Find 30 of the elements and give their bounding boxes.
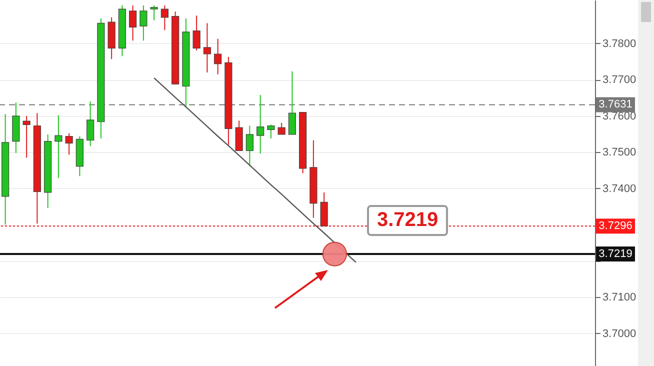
- y-tick-label: 3.7800: [602, 38, 636, 50]
- y-tick-label: 3.7700: [602, 74, 636, 86]
- candlestick: [256, 94, 264, 154]
- y-tick-label: 3.7600: [602, 110, 636, 122]
- candlestick: [235, 120, 243, 152]
- candlestick: [140, 4, 148, 42]
- y-tick-label: 3.7500: [602, 146, 636, 159]
- candlestick: [129, 4, 137, 42]
- candlestick: [65, 132, 73, 156]
- candlestick: [150, 4, 158, 21]
- candlestick: [86, 100, 94, 147]
- ref-line-label: 3.7219: [598, 248, 632, 260]
- candlestick: [214, 38, 222, 75]
- y-tick-label: 3.7100: [602, 292, 636, 304]
- candlestick: [160, 4, 168, 31]
- candlestick: [54, 114, 62, 178]
- candlestick: [288, 70, 296, 135]
- candlestick: [278, 122, 286, 135]
- candlestick: [320, 192, 328, 227]
- y-tick-label: 3.7400: [602, 182, 636, 195]
- candlestick: [203, 22, 211, 73]
- candlestick: [267, 124, 275, 139]
- candlestick: [22, 115, 30, 158]
- y-tick-label: 3.7000: [602, 328, 636, 340]
- ref-line-label: 3.7296: [598, 220, 632, 232]
- line-series: [153, 77, 357, 263]
- ref-line-label: 3.7631: [598, 98, 632, 111]
- candlestick: [246, 125, 254, 167]
- callout-box: 3.7219: [367, 205, 448, 236]
- candlestick: [192, 15, 200, 51]
